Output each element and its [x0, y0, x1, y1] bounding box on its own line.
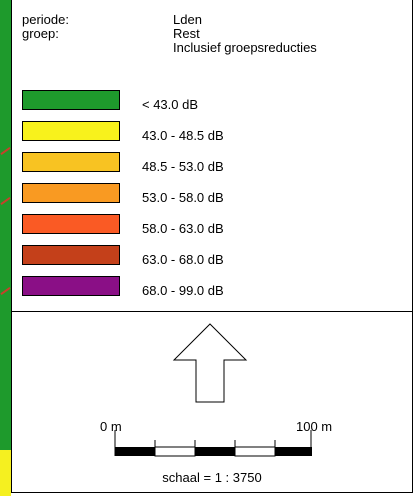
- legend-class-label: 63.0 - 68.0 dB: [142, 252, 224, 267]
- map-line: [0, 147, 11, 155]
- map-zone: [0, 450, 11, 496]
- legend-swatch: [22, 214, 120, 234]
- periode-label: periode:: [22, 12, 69, 27]
- map-line: [0, 197, 11, 205]
- map-line: [0, 287, 11, 295]
- scale-bar: [114, 430, 312, 457]
- legend-swatch: [22, 152, 120, 172]
- groep-note: Inclusief groepsreducties: [173, 40, 317, 55]
- map-edge: [0, 0, 11, 496]
- legend-class-label: 48.5 - 53.0 dB: [142, 159, 224, 174]
- legend-swatch: [22, 121, 120, 141]
- legend-swatch: [22, 276, 120, 296]
- legend: periode: Lden groep: Rest Inclusief groe…: [12, 0, 412, 312]
- legend-class-label: < 43.0 dB: [142, 97, 199, 112]
- scale-end-label: 100 m: [296, 419, 333, 434]
- legend-swatch: [22, 183, 120, 203]
- legend-swatch: [22, 245, 120, 265]
- legend-class-label: 68.0 - 99.0 dB: [142, 283, 224, 298]
- scale-start-label: 0 m: [100, 419, 122, 434]
- legend-panel: periode: Lden groep: Rest Inclusief groe…: [11, 0, 413, 493]
- periode-value: Lden: [173, 12, 202, 27]
- legend-class-label: 58.0 - 63.0 dB: [142, 221, 224, 236]
- legend-swatch: [22, 90, 120, 110]
- scale-ratio: schaal = 1 : 3750: [162, 470, 262, 485]
- groep-value: Rest: [173, 26, 200, 41]
- groep-label: groep:: [22, 26, 59, 41]
- north-arrow-icon: [172, 323, 248, 403]
- legend-class-label: 53.0 - 58.0 dB: [142, 190, 224, 205]
- legend-class-label: 43.0 - 48.5 dB: [142, 128, 224, 143]
